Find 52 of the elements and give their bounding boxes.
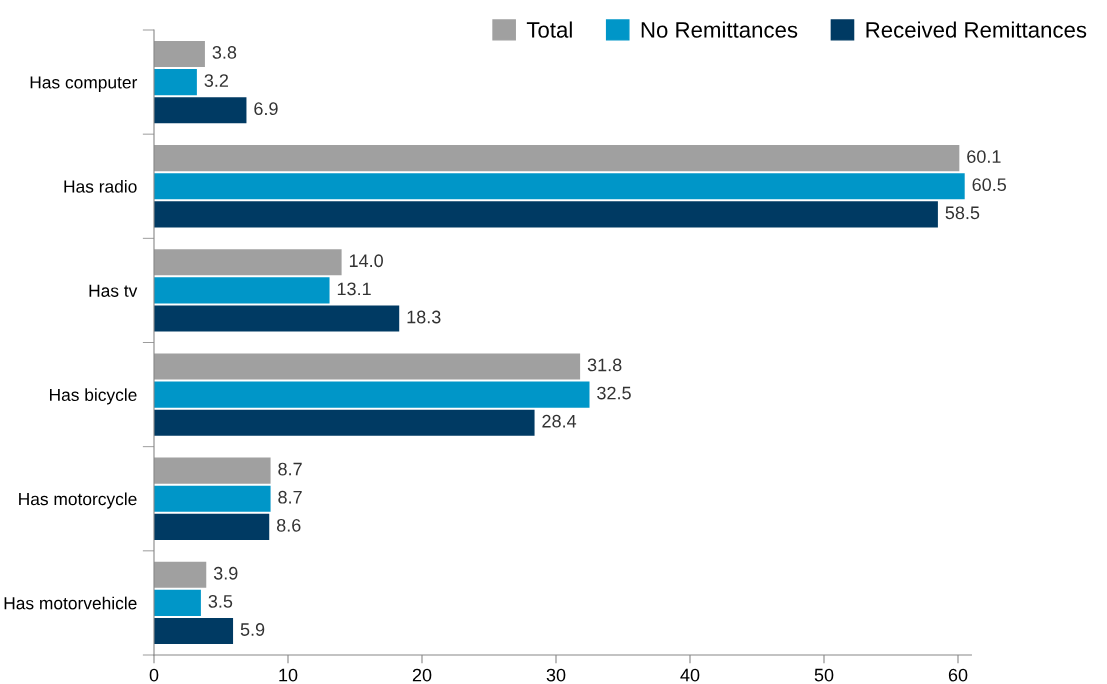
x-tick-label: 10 bbox=[279, 668, 298, 682]
bar bbox=[154, 69, 197, 96]
x-tick-label: 30 bbox=[546, 668, 566, 682]
data-label: 6.9 bbox=[254, 102, 278, 116]
bar bbox=[154, 381, 590, 408]
bar bbox=[154, 617, 234, 645]
bar bbox=[154, 457, 271, 484]
bar bbox=[154, 353, 581, 380]
bar bbox=[154, 40, 205, 68]
bar bbox=[154, 277, 330, 304]
x-tick-label: 60 bbox=[948, 668, 968, 682]
bar bbox=[154, 249, 342, 276]
data-label: 3.9 bbox=[213, 566, 238, 580]
data-label: 14.0 bbox=[349, 254, 383, 268]
legend-label: Total bbox=[526, 21, 572, 38]
data-label: 8.7 bbox=[278, 462, 302, 476]
bar bbox=[154, 485, 271, 512]
data-label: 32.5 bbox=[597, 386, 631, 400]
y-tick-label: Has bicycle bbox=[50, 388, 137, 405]
data-label: 28.4 bbox=[542, 414, 577, 428]
bar bbox=[154, 513, 270, 540]
y-tick-label: Has motorcycle bbox=[19, 492, 137, 509]
y-tick-label: Has tv bbox=[89, 284, 138, 297]
bar bbox=[154, 589, 201, 616]
data-label: 13.1 bbox=[337, 282, 371, 296]
x-tick-label: 20 bbox=[412, 668, 432, 682]
y-tick-label: Has radio bbox=[64, 179, 137, 193]
x-tick-label: 0 bbox=[149, 668, 159, 682]
bar bbox=[154, 561, 207, 588]
bar bbox=[154, 173, 965, 200]
bar bbox=[154, 305, 400, 332]
data-label: 8.6 bbox=[276, 518, 301, 532]
legend-label: No Remittances bbox=[641, 21, 798, 38]
data-label: 18.3 bbox=[407, 310, 441, 324]
x-tick-label: 40 bbox=[680, 668, 700, 682]
data-label: 8.7 bbox=[278, 490, 302, 504]
x-tick-label: 50 bbox=[814, 668, 834, 682]
data-label: 60.5 bbox=[972, 178, 1007, 192]
data-label: 3.5 bbox=[208, 594, 233, 608]
data-label: 60.1 bbox=[967, 150, 1001, 163]
data-label: 3.8 bbox=[212, 46, 237, 59]
data-label: 5.9 bbox=[240, 623, 265, 636]
y-tick-label: Has motorvehicle bbox=[4, 596, 137, 610]
bar bbox=[154, 201, 938, 228]
bar bbox=[154, 145, 960, 172]
y-tick-label: Has computer bbox=[30, 76, 138, 92]
bar bbox=[154, 97, 247, 124]
bar bbox=[154, 409, 535, 436]
data-label: 31.8 bbox=[587, 358, 622, 372]
data-label: 3.2 bbox=[204, 74, 229, 87]
legend-label: Received Remittances bbox=[866, 21, 1087, 38]
data-label: 58.5 bbox=[945, 206, 980, 220]
